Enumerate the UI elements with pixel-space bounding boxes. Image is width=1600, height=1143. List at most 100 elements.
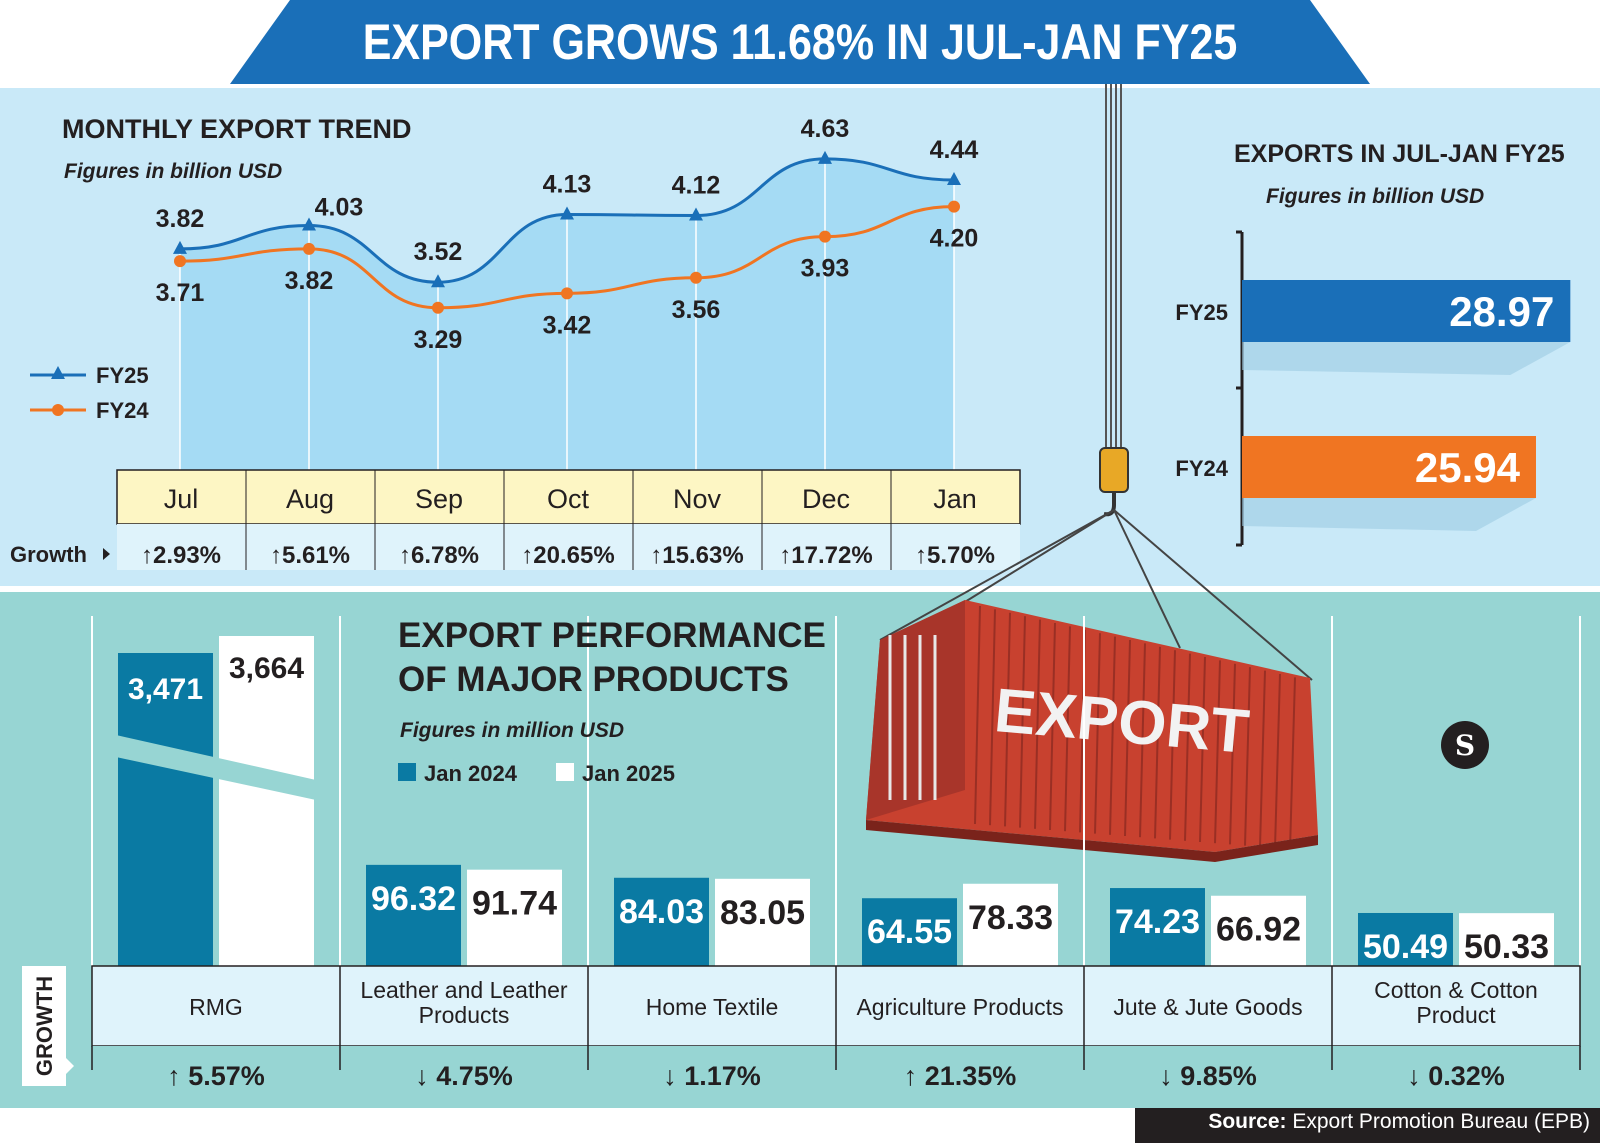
jan2024-value-label: 84.03 — [619, 893, 704, 931]
growth-value: ↑5.70% — [915, 542, 995, 569]
growth-value: ↑15.63% — [650, 542, 743, 569]
jan2025-value-label: 83.05 — [720, 894, 805, 932]
container-rib — [1214, 660, 1221, 844]
container-rib — [1019, 616, 1026, 828]
fy24-value-label: 3.42 — [543, 311, 592, 339]
fy-bar — [1242, 280, 1571, 342]
logo-circle — [1441, 721, 1489, 769]
container-rib — [1109, 636, 1116, 835]
trend-subtitle: Figures in billion USD — [64, 160, 283, 183]
source-label: Source: — [1208, 1110, 1287, 1133]
product-growth-value: ↓ 4.75% — [415, 1061, 513, 1091]
hook-icon — [1099, 447, 1129, 517]
fy25-marker — [947, 172, 961, 185]
fy-bar-label: FY25 — [1175, 300, 1228, 325]
fy24-value-label: 3.56 — [672, 296, 721, 324]
fy25-marker — [173, 240, 187, 254]
month-label: Oct — [547, 484, 590, 514]
fy25-value-label: 4.12 — [672, 172, 721, 200]
fy24-value-label: 3.29 — [414, 326, 463, 354]
fy25-marker — [302, 217, 316, 231]
container-rib — [1154, 646, 1161, 839]
jan2025-value-label: 91.74 — [472, 885, 557, 923]
legend-jan2025-label: Jan 2025 — [582, 761, 675, 786]
container-rib — [1184, 653, 1191, 841]
fy-bar — [1242, 436, 1536, 498]
jan2024-bar — [1358, 912, 1453, 966]
jan2024-value-label: 96.32 — [371, 880, 456, 918]
legend-fy25-label: FY25 — [96, 363, 149, 388]
fy25-marker — [431, 274, 445, 288]
jan2025-bar — [1459, 913, 1554, 966]
container-door — [866, 600, 965, 820]
products-title: EXPORT PERFORMANCE OF MAJOR PRODUCTS — [398, 616, 826, 699]
jan2025-bar — [715, 878, 810, 966]
page-title: EXPORT GROWS 11.68% IN JUL-JAN FY25 — [362, 14, 1238, 70]
title-banner — [230, 0, 1370, 84]
month-label: Nov — [673, 484, 722, 514]
fy24-marker — [303, 242, 315, 255]
trend-title: MONTHLY EXPORT TREND — [62, 114, 412, 144]
fy25-value-label: 4.63 — [801, 115, 850, 143]
fy24-value-label: 3.93 — [801, 255, 850, 283]
container-rib — [1064, 626, 1071, 832]
product-growth-value: ↑ 5.57% — [167, 1061, 265, 1091]
legend-fy24-label: FY24 — [96, 398, 149, 423]
jan2024-value-label: 50.49 — [1363, 928, 1448, 966]
container-rib — [1169, 650, 1176, 840]
fy24-marker — [948, 200, 960, 213]
fy25-value-label: 4.03 — [315, 194, 364, 222]
container-rib — [1139, 643, 1146, 838]
jan2024-value-label: 64.55 — [867, 913, 952, 951]
product-growth-value: ↓ 1.17% — [663, 1061, 761, 1091]
product-growth-value: ↑ 21.35% — [904, 1061, 1017, 1091]
container-rib — [1094, 633, 1101, 834]
jan2025-bar — [219, 636, 314, 966]
month-label: Sep — [415, 484, 463, 514]
jan2024-value-label: 74.23 — [1115, 903, 1200, 941]
container-rib — [989, 609, 996, 826]
fy24-value-label: 3.71 — [156, 279, 205, 307]
jan2024-bar — [862, 898, 957, 966]
growth-value: ↑5.61% — [270, 542, 350, 569]
fy-bar-label: FY24 — [1175, 456, 1228, 481]
container-rib — [974, 605, 981, 825]
growth-tag-arrow — [66, 1058, 74, 1074]
fy25-marker — [818, 150, 832, 164]
product-category-label: Jute & Jute Goods — [1113, 994, 1302, 1020]
jan2025-value-label: 66.92 — [1216, 911, 1301, 949]
container-rib — [1274, 673, 1281, 849]
jan2025-value-label: 78.33 — [968, 899, 1053, 937]
source-text: Export Promotion Bureau (EPB) — [1292, 1110, 1590, 1133]
growth-tag — [22, 966, 66, 1086]
hook-block — [1099, 447, 1129, 493]
container-rib — [1004, 612, 1011, 827]
fy-bar-shadow — [1242, 342, 1571, 375]
fy24-marker — [819, 230, 831, 243]
fy24-marker — [690, 271, 702, 284]
container-rib — [1259, 670, 1266, 847]
fy25-value-label: 3.52 — [414, 238, 463, 266]
product-growth-value: ↓ 9.85% — [1159, 1061, 1257, 1091]
jan2025-value-label: 3,664 — [229, 652, 304, 685]
growth-tag-label: GROWTH — [32, 976, 57, 1076]
fy24-marker — [174, 255, 186, 268]
container-rib — [1244, 667, 1251, 846]
jan2024-bar — [614, 877, 709, 966]
fy25-marker — [560, 206, 574, 220]
jan2024-bar — [1110, 888, 1205, 966]
product-category-label: RMG — [189, 994, 243, 1020]
jan2025-value-label: 50.33 — [1464, 928, 1549, 966]
source-bar — [1135, 1108, 1600, 1143]
product-category-label: Cotton & Cotton Product — [1374, 977, 1538, 1028]
container-rib — [1229, 663, 1236, 845]
axis-break — [116, 735, 316, 800]
fy24-value-label: 3.82 — [285, 267, 334, 295]
fy25-value-label: 4.44 — [930, 136, 979, 164]
logo-text: S — [1455, 729, 1475, 762]
fy-title: EXPORTS IN JUL-JAN FY25 — [1234, 140, 1565, 168]
fy25-value-label: 4.13 — [543, 170, 592, 198]
fy-subtitle: Figures in billion USD — [1266, 185, 1485, 208]
legend-fy25-marker — [51, 366, 65, 379]
growth-row — [117, 524, 1020, 570]
